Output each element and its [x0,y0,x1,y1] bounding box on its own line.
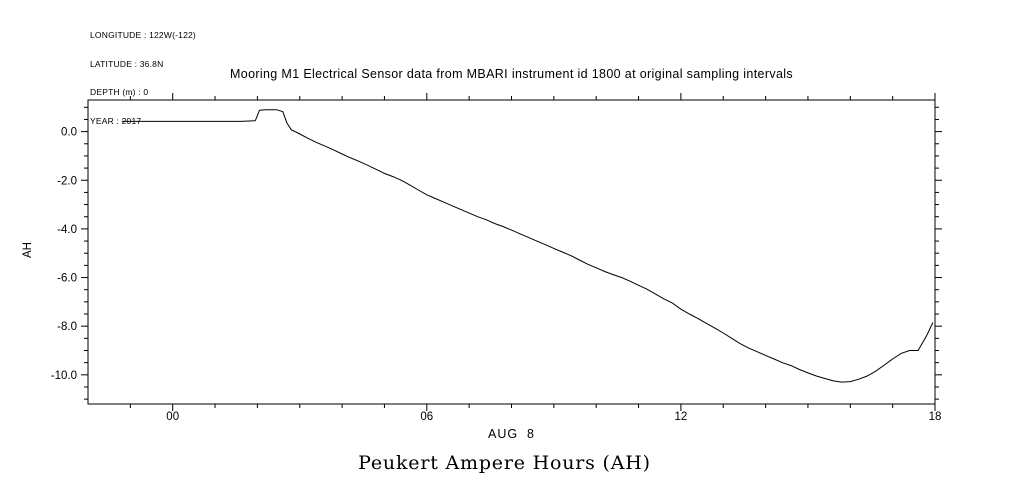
metadata-depth: DEPTH (m) : 0 [90,87,149,97]
y-axis-label: AH [22,242,34,258]
x-tick-label: 00 [166,411,179,423]
x-axis-label: AUG 8 [488,427,535,441]
y-tick-label: -4.0 [57,224,77,236]
metadata-longitude: LONGITUDE : 122W(-122) [90,30,196,40]
y-tick-label: -2.0 [57,175,77,187]
chart-title: Mooring M1 Electrical Sensor data from M… [230,67,793,81]
data-line [121,109,934,383]
metadata-latitude: LATITUDE : 36.8N [90,58,164,69]
y-tick-label: -8.0 [57,321,77,333]
y-tick-label: 0.0 [61,127,77,139]
metadata-year: YEAR : 2017 [90,115,142,126]
x-tick-label: 12 [675,411,688,423]
y-tick-label: -6.0 [57,273,77,285]
x-tick-label: 06 [420,411,433,423]
bottom-title: Peukert Ampere Hours (AH) [358,452,651,474]
x-tick-label: 18 [929,411,942,423]
axis-frame [87,99,936,405]
y-tick-label: -10.0 [51,370,77,382]
station-metadata: LONGITUDE : 122W(-122) LATITUDE : 36.8N … [90,12,196,145]
